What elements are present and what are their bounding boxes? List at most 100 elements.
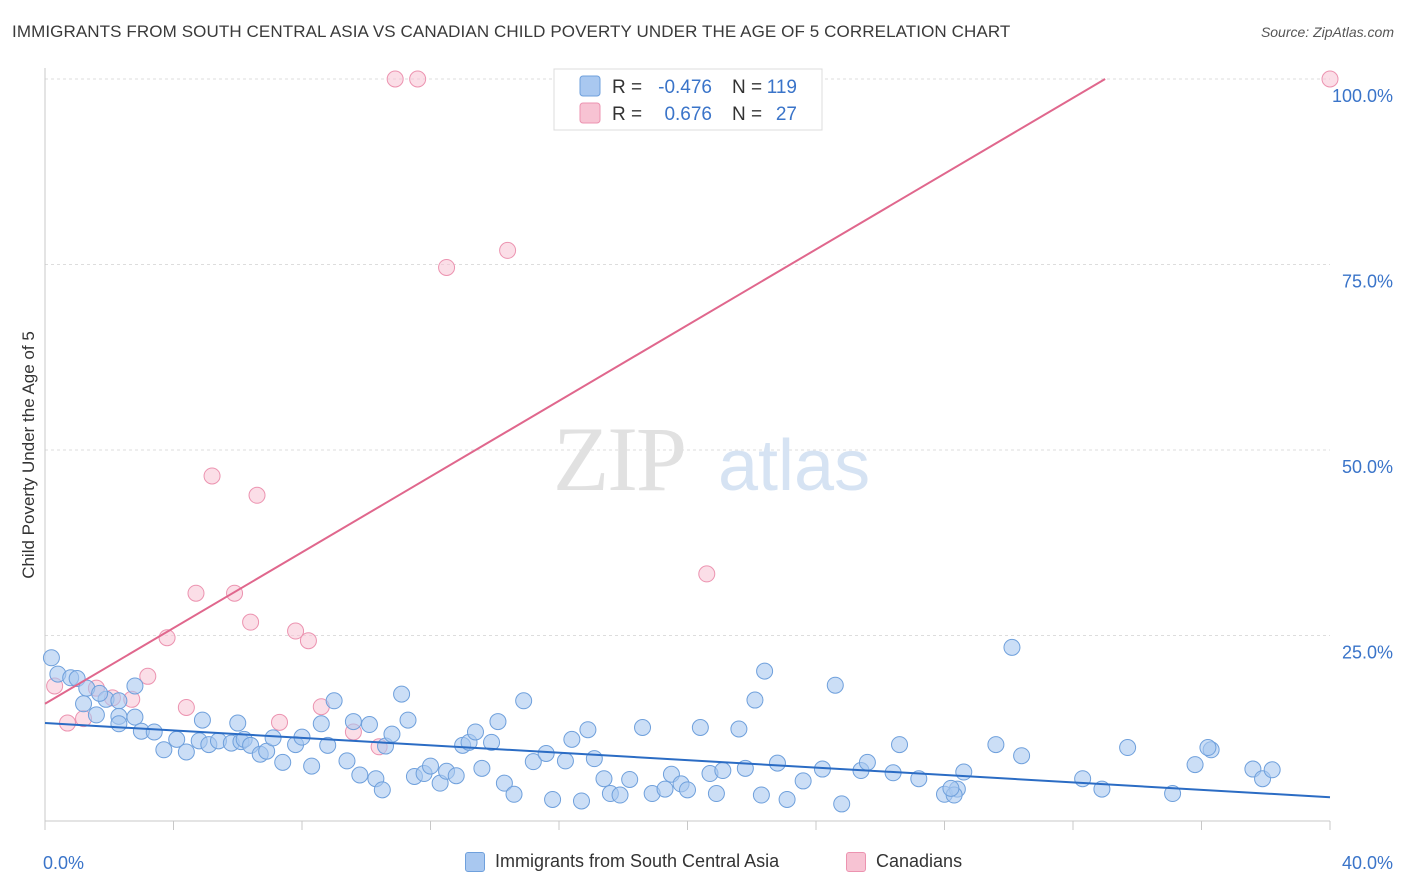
point-canadians-9 (187, 584, 205, 602)
legend-n-value-1: 119 (767, 77, 797, 98)
legend-swatch-canadians (579, 102, 601, 124)
point-immigrants-44 (383, 725, 401, 743)
y-tick-label-1: 50.0% (1342, 457, 1393, 477)
point-immigrants-91 (778, 790, 796, 808)
point-immigrants-90 (768, 754, 786, 772)
point-immigrants-59 (489, 713, 507, 731)
point-immigrants-84 (714, 762, 732, 780)
point-immigrants-74 (621, 770, 639, 788)
point-canadians-13 (248, 486, 266, 504)
point-canadians-26 (1321, 70, 1339, 88)
point-immigrants-45 (373, 781, 391, 799)
point-immigrants-109 (1074, 770, 1092, 788)
y-axis-label: Child Poverty Under the Age of 5 (19, 331, 38, 579)
legend-bottom: Immigrants from South Central Asia Canad… (0, 851, 1406, 877)
point-immigrants-89 (756, 662, 774, 680)
point-immigrants-31 (274, 753, 292, 771)
point-immigrants-67 (563, 730, 581, 748)
legend-r-value-2: 0.676 (664, 104, 712, 125)
legend-label-immigrants: Immigrants from South Central Asia (495, 851, 780, 871)
point-immigrants-112 (1164, 785, 1182, 803)
point-canadians-12 (242, 613, 260, 631)
point-immigrants-58 (483, 733, 501, 751)
axes (44, 68, 1331, 830)
point-immigrants-81 (691, 719, 709, 737)
point-immigrants-41 (360, 716, 378, 734)
point-immigrants-117 (1199, 739, 1217, 757)
legend-item-immigrants: Immigrants from South Central Asia (465, 851, 779, 872)
point-immigrants-20 (193, 711, 211, 729)
point-immigrants-97 (858, 753, 876, 771)
legend-r-label-2: R = (612, 104, 642, 125)
point-immigrants-73 (611, 786, 629, 804)
series-canadians (46, 70, 1339, 756)
point-immigrants-60 (495, 774, 513, 792)
point-immigrants-15 (145, 723, 163, 741)
point-canadians-15 (287, 622, 305, 640)
point-canadians-6 (139, 667, 157, 685)
point-immigrants-38 (338, 752, 356, 770)
point-immigrants-103 (955, 763, 973, 781)
point-immigrants-68 (572, 792, 590, 810)
point-immigrants-6 (87, 706, 105, 724)
point-immigrants-62 (515, 692, 533, 710)
legend-swatch-immigrants-bottom (465, 851, 485, 872)
point-immigrants-95 (833, 795, 851, 813)
point-immigrants-36 (319, 736, 337, 754)
point-immigrants-113 (1186, 756, 1204, 774)
point-immigrants-47 (399, 711, 417, 729)
point-immigrants-16 (155, 741, 173, 759)
point-canadians-8 (177, 698, 195, 716)
point-immigrants-75 (634, 719, 652, 737)
point-immigrants-65 (544, 790, 562, 808)
point-immigrants-85 (730, 720, 748, 738)
trend-line-immigrants (44, 722, 1331, 799)
point-immigrants-70 (585, 750, 603, 768)
y-tick-label-3: 100.0% (1332, 86, 1393, 106)
point-immigrants-12 (126, 708, 144, 726)
point-immigrants-71 (595, 770, 613, 788)
point-immigrants-34 (303, 757, 321, 775)
chart-title: IMMIGRANTS FROM SOUTH CENTRAL ASIA VS CA… (12, 22, 1011, 41)
point-immigrants-61 (505, 785, 523, 803)
point-canadians-14 (271, 713, 289, 731)
point-immigrants-46 (393, 685, 411, 703)
grid-lines (45, 78, 1330, 636)
legend-r-value-1: -0.476 (658, 77, 712, 98)
point-immigrants-5 (75, 695, 93, 713)
point-immigrants-63 (524, 753, 542, 771)
y-tick-label-0: 25.0% (1342, 643, 1393, 663)
x-tick-label-1: 40.0% (1342, 853, 1393, 873)
point-immigrants-40 (351, 766, 369, 784)
watermark-atlas: atlas (718, 426, 870, 506)
point-immigrants-69 (579, 721, 597, 739)
point-immigrants-94 (826, 676, 844, 694)
point-immigrants-83 (707, 785, 725, 803)
point-canadians-10 (203, 467, 221, 485)
point-immigrants-37 (325, 692, 343, 710)
point-immigrants-0 (42, 649, 60, 667)
point-immigrants-13 (110, 715, 128, 733)
point-canadians-20 (386, 70, 404, 88)
watermark-zip: ZIP (553, 408, 685, 510)
point-immigrants-10 (91, 684, 109, 702)
y-tick-label-2: 75.0% (1342, 272, 1393, 292)
point-immigrants-50 (422, 757, 439, 775)
point-immigrants-35 (312, 715, 330, 733)
point-immigrants-108 (1003, 638, 1021, 656)
point-immigrants-66 (556, 752, 574, 770)
point-immigrants-99 (891, 736, 909, 754)
point-immigrants-39 (344, 713, 362, 731)
point-canadians-23 (499, 241, 517, 259)
watermark: ZIP atlas (553, 408, 870, 510)
point-canadians-22 (438, 258, 456, 276)
x-tick-labels: 0.0% 40.0% (43, 853, 1393, 873)
legend-n-label-2: N = (732, 104, 762, 125)
trend-lines (44, 78, 1331, 799)
point-immigrants-80 (679, 781, 696, 799)
legend-item-canadians: Canadians (846, 851, 962, 872)
point-immigrants-9 (126, 677, 144, 695)
point-immigrants-104 (987, 736, 1005, 754)
series-immigrants (42, 638, 1281, 813)
legend-n-label-1: N = (732, 77, 762, 98)
